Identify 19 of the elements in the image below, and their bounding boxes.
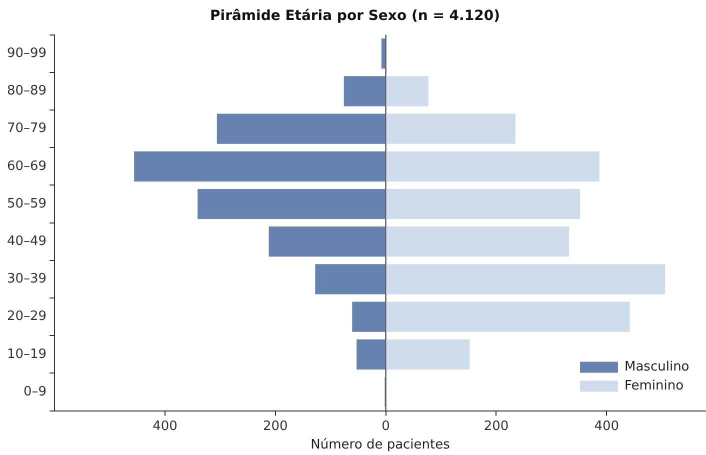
x-tick-label: 200 xyxy=(262,418,288,434)
chart-title: Pirâmide Etária por Sexo (n = 4.120) xyxy=(210,8,500,24)
y-tick-label: 60–69 xyxy=(6,158,47,174)
x-tick-label: 400 xyxy=(594,418,620,434)
y-tick-label: 10–19 xyxy=(6,346,47,362)
x-tick-label: 400 xyxy=(152,418,178,434)
y-tick-label: 30–39 xyxy=(6,272,47,287)
y-tick-label: 70–79 xyxy=(6,121,47,136)
y-tick-label: 0–9 xyxy=(24,384,47,400)
y-tick-label: 90–99 xyxy=(6,46,47,61)
legend-label: Feminino xyxy=(624,378,684,394)
y-tick-label: 50–59 xyxy=(6,196,47,212)
y-tick-label: 80–89 xyxy=(6,84,47,99)
y-tick-label: 20–29 xyxy=(6,309,47,324)
x-tick-label: 200 xyxy=(484,418,509,434)
y-tick-label: 40–49 xyxy=(6,234,47,249)
legend-label: Masculino xyxy=(624,360,690,375)
x-tick-label: 0 xyxy=(382,418,390,434)
x-axis-title: Número de pacientes xyxy=(310,438,450,453)
